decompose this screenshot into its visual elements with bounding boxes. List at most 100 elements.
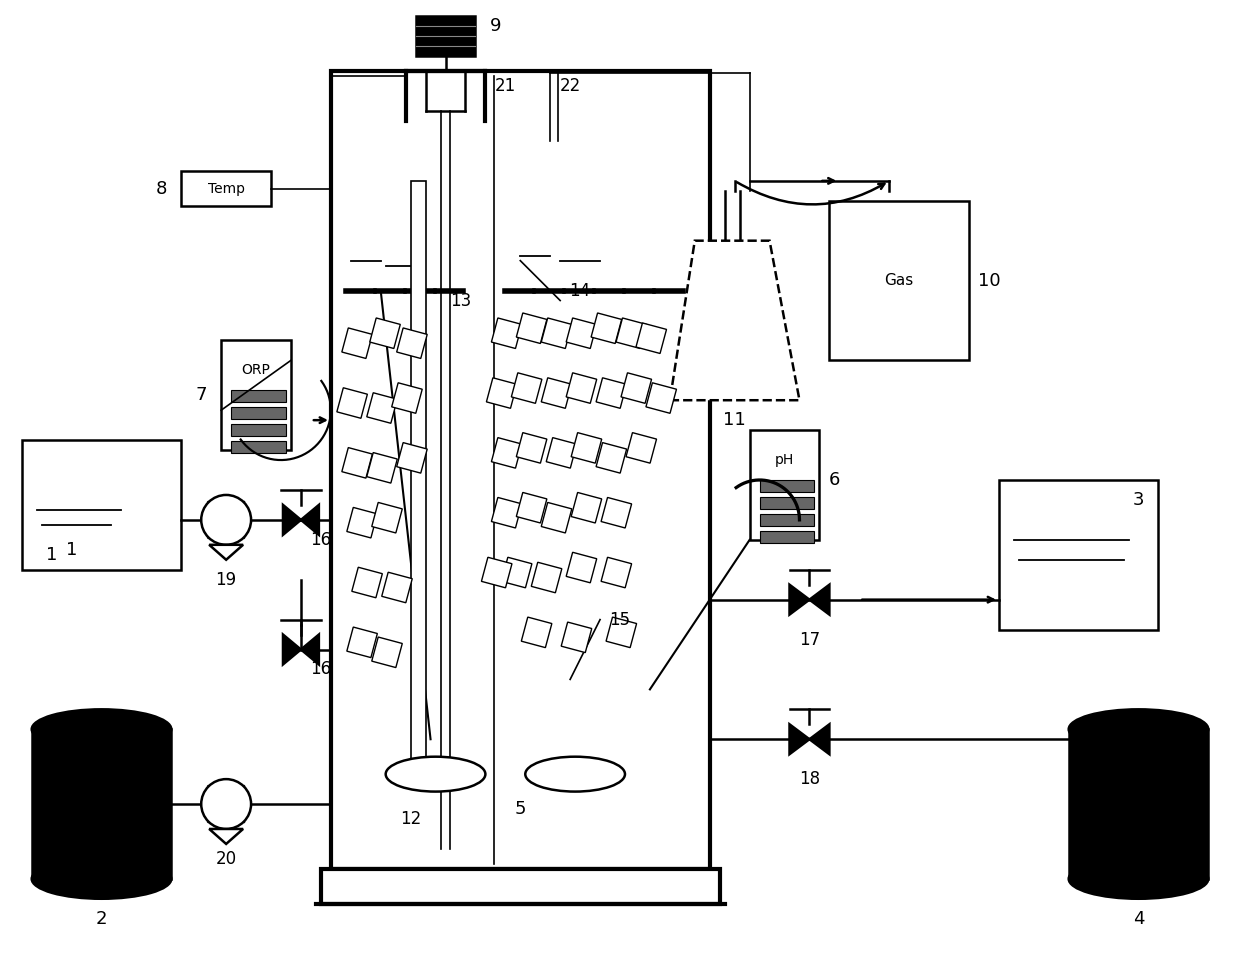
Bar — [231, 407, 286, 419]
Bar — [521, 617, 552, 647]
Bar — [760, 497, 815, 509]
Bar — [372, 503, 402, 532]
Text: 5: 5 — [515, 800, 526, 818]
Ellipse shape — [386, 757, 485, 792]
Bar — [367, 393, 397, 424]
Bar — [572, 433, 601, 463]
Polygon shape — [210, 545, 243, 560]
Bar — [491, 438, 522, 468]
Text: 7: 7 — [196, 386, 207, 404]
Text: 16: 16 — [310, 531, 331, 549]
Bar — [601, 557, 631, 588]
Bar — [415, 16, 475, 56]
Bar — [181, 171, 272, 206]
Bar — [511, 373, 542, 403]
Bar — [606, 617, 636, 647]
Text: 3: 3 — [1132, 491, 1145, 509]
Ellipse shape — [32, 858, 171, 899]
Text: Gas: Gas — [884, 273, 914, 288]
Text: 13: 13 — [450, 292, 471, 310]
Bar — [591, 313, 621, 343]
Bar — [491, 318, 522, 349]
Bar — [491, 497, 522, 528]
Text: 1: 1 — [66, 541, 77, 559]
Bar — [347, 508, 377, 538]
Text: 11: 11 — [723, 411, 746, 429]
Bar — [646, 382, 677, 413]
Bar — [347, 627, 377, 658]
Polygon shape — [790, 725, 830, 754]
Bar — [32, 729, 171, 879]
Text: 16: 16 — [310, 661, 331, 679]
Circle shape — [201, 779, 250, 829]
Bar — [562, 622, 591, 653]
Text: 21: 21 — [495, 77, 516, 96]
Text: 9: 9 — [490, 17, 501, 35]
Bar — [531, 562, 562, 593]
Polygon shape — [790, 585, 830, 615]
Bar — [231, 424, 286, 436]
Bar — [516, 433, 547, 463]
Text: 19: 19 — [216, 571, 237, 589]
Bar — [370, 318, 401, 349]
Text: Temp: Temp — [207, 182, 244, 196]
Bar — [516, 313, 547, 343]
Bar — [321, 869, 719, 903]
Text: 8: 8 — [156, 180, 167, 198]
Bar — [596, 378, 626, 408]
Text: 14: 14 — [569, 282, 590, 299]
Bar — [481, 557, 512, 588]
Text: 4: 4 — [1132, 910, 1145, 927]
Text: 20: 20 — [216, 850, 237, 868]
Ellipse shape — [526, 757, 625, 792]
Bar — [397, 443, 428, 473]
Bar — [567, 318, 596, 349]
Bar — [572, 492, 601, 523]
Text: 17: 17 — [799, 631, 820, 648]
Text: 6: 6 — [828, 471, 839, 489]
Bar — [382, 573, 412, 602]
Text: pH: pH — [775, 453, 794, 467]
Bar — [516, 492, 547, 523]
Bar — [486, 378, 517, 408]
Circle shape — [201, 495, 250, 545]
Bar — [231, 441, 286, 453]
Bar — [367, 452, 397, 483]
Bar — [541, 503, 572, 532]
Bar — [22, 440, 181, 570]
Ellipse shape — [1069, 858, 1208, 899]
Text: 15: 15 — [609, 611, 631, 629]
Bar — [541, 318, 572, 349]
Bar — [1069, 729, 1208, 879]
Bar — [636, 323, 667, 354]
Text: 18: 18 — [799, 771, 820, 788]
Text: ORP: ORP — [242, 363, 270, 378]
Bar — [501, 557, 532, 588]
Bar — [621, 373, 651, 403]
Bar — [372, 637, 402, 667]
Text: 12: 12 — [401, 810, 422, 828]
Polygon shape — [283, 635, 319, 664]
Ellipse shape — [1069, 709, 1208, 750]
Polygon shape — [283, 505, 319, 534]
Bar — [567, 373, 596, 403]
Bar — [616, 318, 646, 349]
Text: 10: 10 — [977, 272, 1001, 290]
Bar — [342, 447, 372, 478]
Bar — [231, 390, 286, 402]
Bar — [397, 328, 428, 358]
Bar — [601, 497, 631, 528]
Bar — [337, 388, 367, 419]
Polygon shape — [210, 829, 243, 844]
Bar — [547, 438, 577, 468]
Bar — [750, 430, 820, 540]
Text: 1: 1 — [46, 546, 57, 564]
Bar — [760, 514, 815, 526]
Bar — [410, 181, 425, 779]
Bar — [392, 382, 423, 413]
Bar — [352, 567, 382, 598]
Bar — [830, 201, 968, 360]
Bar — [999, 480, 1158, 630]
Bar — [567, 553, 596, 583]
Bar — [342, 328, 372, 358]
